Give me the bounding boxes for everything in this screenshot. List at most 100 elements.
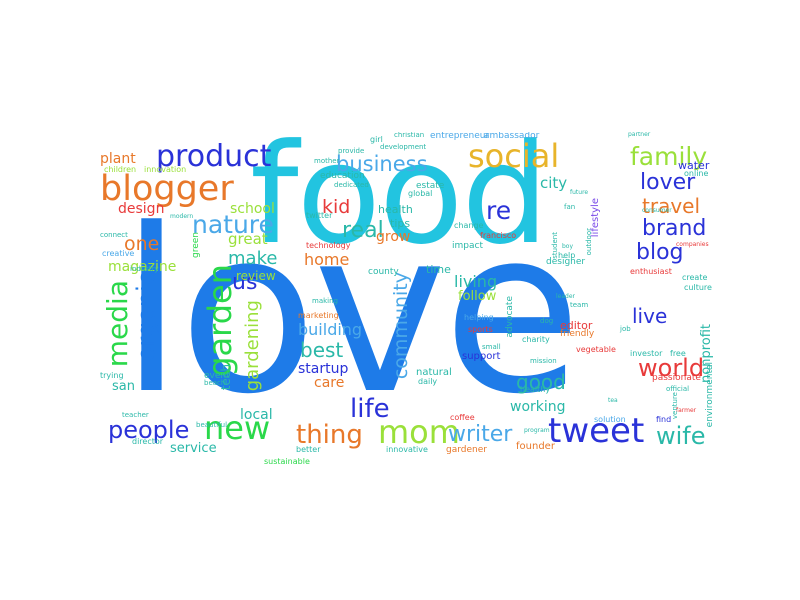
word-blog: blog bbox=[636, 240, 684, 265]
word-people: people bbox=[108, 416, 190, 444]
word-sports: sports bbox=[468, 325, 493, 334]
word-free: free bbox=[670, 349, 686, 358]
word-cloud: love food plant blogger product design s… bbox=[100, 132, 720, 464]
word-event: event bbox=[204, 371, 230, 381]
word-make: make bbox=[228, 248, 278, 269]
word-writer: writer bbox=[448, 422, 513, 447]
word-startup: startup bbox=[298, 361, 349, 377]
word-product: product bbox=[156, 139, 272, 174]
word-lover: lover bbox=[640, 170, 696, 195]
word-find: find bbox=[656, 415, 672, 424]
word-development: development bbox=[380, 143, 427, 151]
word-service: service bbox=[170, 441, 217, 456]
word-connect: connect bbox=[100, 231, 128, 239]
word-making: making bbox=[312, 297, 338, 305]
word-beautiful: beautiful bbox=[196, 421, 228, 429]
word-one: one bbox=[124, 233, 160, 255]
word-gardening: gardening bbox=[242, 300, 263, 392]
word-blogger: blogger bbox=[100, 169, 234, 209]
word-job: job bbox=[620, 325, 631, 333]
word-student: student bbox=[551, 232, 559, 259]
word-create: create bbox=[682, 273, 708, 282]
word-travel: travel bbox=[642, 194, 701, 218]
word-helping: helping bbox=[464, 313, 494, 322]
word-provide: provide bbox=[338, 147, 365, 155]
word-organic: organic bbox=[132, 272, 160, 362]
word-partner: partner bbox=[628, 132, 651, 138]
word-fan: fan bbox=[564, 203, 576, 211]
word-county: county bbox=[368, 267, 399, 277]
word-program: program bbox=[524, 427, 550, 434]
word-leader: leader bbox=[556, 293, 576, 300]
word-editor: editor bbox=[560, 319, 593, 332]
word-kid: kid bbox=[322, 196, 351, 218]
word-home: home bbox=[304, 250, 350, 269]
word-coffee: coffee bbox=[450, 413, 475, 422]
word-ambassador: ambassador bbox=[484, 132, 540, 141]
word-tweet: tweet bbox=[548, 411, 645, 451]
word-twitter: twitter bbox=[306, 211, 333, 220]
word-living: living bbox=[454, 272, 498, 291]
word-building: building bbox=[298, 320, 363, 339]
word-thing: thing bbox=[296, 420, 363, 450]
word-re: re bbox=[486, 196, 512, 225]
word-tips: tips bbox=[390, 217, 411, 230]
word-grow: grow bbox=[376, 229, 411, 245]
word-team: team bbox=[570, 301, 589, 309]
word-care: care bbox=[314, 375, 345, 391]
word-enthusiast: enthusiast bbox=[630, 267, 672, 276]
word-nature: nature bbox=[192, 210, 274, 239]
word-estate: estate bbox=[416, 181, 445, 191]
word-local: local bbox=[240, 407, 273, 423]
word-plant: plant bbox=[100, 151, 136, 167]
word-innovation: innovation bbox=[144, 165, 187, 174]
word-health: health bbox=[378, 203, 413, 216]
word-entrepreneur: entrepreneur bbox=[430, 132, 490, 141]
word-natural: natural bbox=[416, 367, 452, 378]
word-industry: industry bbox=[130, 265, 159, 273]
word-magazine: magazine bbox=[108, 259, 177, 275]
word-teacher: teacher bbox=[122, 411, 149, 419]
word-venture: venture bbox=[671, 392, 679, 420]
word-tea: tea bbox=[608, 397, 618, 404]
word-online: online bbox=[684, 169, 709, 178]
word-charity: charity bbox=[522, 335, 550, 344]
word-investor: investor bbox=[630, 349, 663, 358]
word-creative: creative bbox=[102, 249, 135, 258]
word-real: real bbox=[342, 218, 384, 243]
word-education: education bbox=[320, 171, 365, 181]
word-solution: solution bbox=[594, 415, 626, 424]
word-environmental: environmental bbox=[705, 362, 715, 428]
word-daily: daily bbox=[418, 377, 438, 386]
word-dedicated: dedicated bbox=[334, 181, 369, 189]
word-mom: mom bbox=[378, 413, 460, 451]
word-small: small bbox=[482, 343, 501, 351]
word-official: official bbox=[666, 385, 690, 393]
word-passionate: passionate bbox=[652, 373, 701, 383]
word-beach: beach bbox=[204, 379, 226, 387]
word-francisco: francisco bbox=[480, 231, 517, 240]
word-new: new bbox=[204, 409, 271, 447]
word-best: best bbox=[300, 338, 344, 362]
word-sustainable: sustainable bbox=[264, 457, 310, 465]
word-technology: technology bbox=[306, 241, 351, 250]
word-school: school bbox=[230, 201, 275, 217]
word-good: good bbox=[516, 370, 566, 394]
word-working: working bbox=[510, 399, 566, 415]
word-impact: impact bbox=[452, 241, 483, 251]
word-advocate: advocate bbox=[505, 296, 515, 338]
word-mission: mission bbox=[530, 357, 557, 365]
word-wife: wife bbox=[656, 422, 706, 450]
word-children: children bbox=[104, 165, 137, 174]
word-companies: companies bbox=[676, 241, 709, 248]
word-family: family bbox=[630, 142, 708, 171]
word-life: life bbox=[350, 394, 390, 424]
word-live: live bbox=[632, 304, 668, 328]
word-friendly: friendly bbox=[560, 329, 595, 339]
word-green: green bbox=[191, 232, 201, 258]
word-time: time bbox=[426, 263, 451, 276]
word-farmer: farmer bbox=[676, 407, 697, 414]
word-review: review bbox=[236, 269, 276, 283]
word-garden: garden bbox=[201, 264, 239, 377]
word-christian: christian bbox=[394, 132, 425, 139]
